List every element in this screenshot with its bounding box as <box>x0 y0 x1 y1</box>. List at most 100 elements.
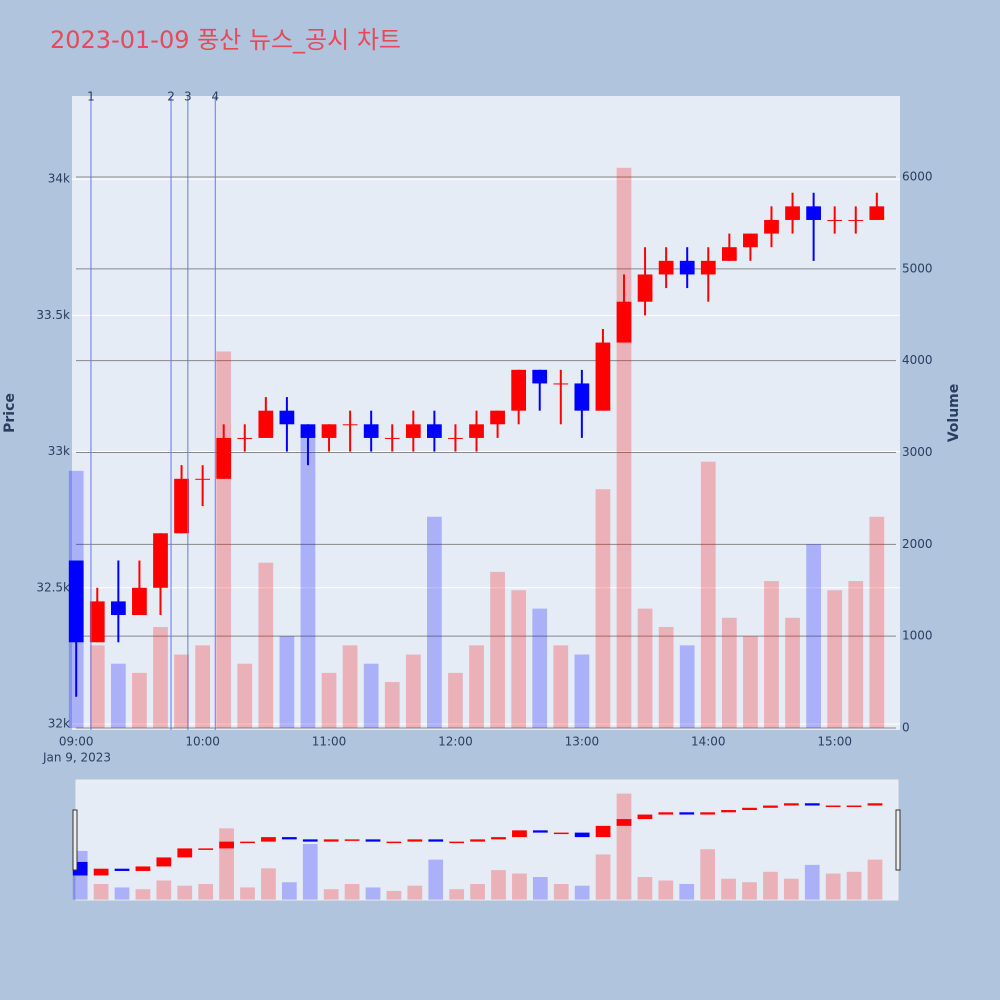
mini-volume-bar <box>616 793 632 900</box>
mini-volume-bar <box>428 859 444 900</box>
y-tick-label: 32.5k <box>36 580 70 594</box>
mini-volume-bar <box>281 882 297 900</box>
candle-body <box>342 424 358 426</box>
volume-bar <box>637 608 653 728</box>
mini-candle <box>637 814 653 820</box>
candle-body <box>321 424 337 438</box>
mini-candle <box>156 857 172 867</box>
x-tick-label: 15:00 <box>817 735 852 749</box>
volume-bar <box>700 461 716 728</box>
volume-bar <box>427 516 442 728</box>
volume-bar <box>679 645 695 728</box>
x-tick-label: 13:00 <box>565 735 600 749</box>
volume-bar <box>848 581 864 728</box>
volume-bar <box>321 672 337 728</box>
candle-body <box>764 219 779 234</box>
candle-body <box>532 369 548 384</box>
x-tick-label: 10:00 <box>185 735 220 749</box>
volume-bar <box>532 608 548 728</box>
volume-bar <box>132 672 147 728</box>
volume-bar <box>448 672 463 728</box>
mini-candle <box>825 805 841 808</box>
volume-bar <box>174 654 189 728</box>
candle-body <box>174 478 189 534</box>
candle-body <box>448 437 463 439</box>
volume-bar <box>89 645 105 728</box>
volume-bar <box>511 590 527 728</box>
x-tick-label: 12:00 <box>438 735 473 749</box>
mini-candle <box>135 866 151 871</box>
candle-body <box>300 424 316 438</box>
candle-body <box>658 260 674 275</box>
mini-volume-bar <box>302 843 318 900</box>
mini-candle <box>281 837 297 840</box>
mini-volume-bar <box>783 878 799 900</box>
mini-candle <box>700 812 716 815</box>
mini-volume-bar <box>261 868 276 900</box>
candle-body <box>869 206 885 220</box>
mini-volume-bar <box>532 877 548 900</box>
volume-bar <box>785 617 800 728</box>
volume-bar <box>764 581 779 728</box>
mini-volume-bar <box>491 870 506 900</box>
range-handle-right[interactable] <box>895 809 901 871</box>
volume-bar <box>743 636 758 728</box>
y2-tick-label: 1000 <box>902 629 933 643</box>
candle-body <box>279 410 295 425</box>
y2-tick-label: 4000 <box>902 353 933 367</box>
volume-bar <box>279 636 295 728</box>
mini-volume-bar <box>323 889 339 900</box>
volume-bar <box>237 663 253 728</box>
mini-volume-bar <box>512 873 527 900</box>
mini-volume-bar <box>365 887 381 900</box>
mini-volume-bar <box>846 871 862 900</box>
x-date-label: Jan 9, 2023 <box>42 751 111 765</box>
y-tick-label: 32k <box>48 717 70 731</box>
mini-volume-bar <box>637 877 653 900</box>
x-tick-label: 11:00 <box>312 735 347 749</box>
volume-bar <box>658 626 674 728</box>
range-handle-left[interactable] <box>72 809 78 871</box>
candle-body <box>237 437 253 439</box>
mini-volume-bar <box>825 873 841 900</box>
mini-volume-bar <box>721 878 736 900</box>
candle-body <box>574 383 590 411</box>
candle-body <box>511 369 527 411</box>
candle-body <box>258 410 274 438</box>
volume-bar <box>869 516 885 728</box>
mini-candle <box>261 837 276 842</box>
volume-bar <box>616 167 632 728</box>
y2-tick-label: 5000 <box>902 261 933 275</box>
mini-volume-bar <box>407 885 423 900</box>
mini-candle <box>658 812 674 815</box>
mini-volume-bar <box>219 828 234 900</box>
news-label: 2 <box>167 90 175 104</box>
mini-candle <box>344 839 360 841</box>
y2-tick-label: 0 <box>902 720 910 734</box>
volume-bar <box>827 590 843 728</box>
y2-tick-label: 6000 <box>902 169 933 183</box>
mini-volume-bar <box>240 887 255 900</box>
mini-volume-bar <box>553 883 569 900</box>
mini-candle <box>783 803 799 806</box>
mini-volume-bar <box>867 859 883 900</box>
candle-body <box>721 247 737 261</box>
mini-candle <box>114 868 130 871</box>
candle-body <box>616 301 632 343</box>
mini-volume-bar <box>344 883 360 900</box>
y2-tick-label: 2000 <box>902 537 933 551</box>
mini-candle <box>616 819 632 826</box>
candle-body <box>785 206 800 220</box>
mini-volume-bar <box>595 854 611 900</box>
mini-candle <box>219 841 234 849</box>
candle-body <box>469 424 484 438</box>
candle-body <box>363 424 379 438</box>
candle-body <box>679 260 695 275</box>
range-slider[interactable] <box>75 779 899 901</box>
mini-volume-bar <box>93 883 109 900</box>
mini-volume-bar <box>386 890 402 900</box>
mini-candle <box>804 803 820 806</box>
volume-bar <box>553 645 569 728</box>
candle-body <box>827 219 843 221</box>
mini-candle <box>595 825 611 838</box>
